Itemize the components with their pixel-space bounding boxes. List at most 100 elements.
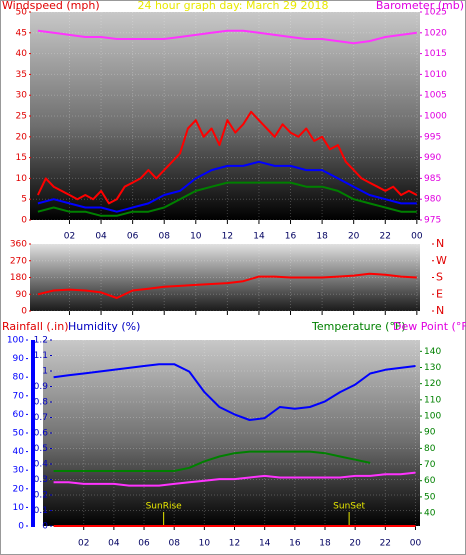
y-tick-label: 0.1 xyxy=(34,506,48,516)
axis-title: Humidity (%) xyxy=(68,320,140,333)
y2-tick-label: 100 xyxy=(424,412,441,422)
axis-title: Rainfall (.in) xyxy=(2,320,69,333)
series-line xyxy=(37,181,417,217)
x-tick-label: 02 xyxy=(78,539,89,549)
y2-tick-label: 70 xyxy=(424,460,436,470)
y2-tick-label: S xyxy=(436,271,443,284)
x-tick-label: 16 xyxy=(289,539,301,549)
y-tick-label: 0.3 xyxy=(34,475,48,485)
y2-tick-label: 1005 xyxy=(424,91,447,101)
y2-tick-label: 1010 xyxy=(424,70,447,80)
y-tick-label: 270 xyxy=(10,256,27,266)
series-line xyxy=(36,110,418,205)
x-tick-label: 08 xyxy=(158,232,170,242)
y-tick-label: 0.2 xyxy=(34,491,48,501)
y2-tick-label: 1000 xyxy=(424,112,447,122)
axis-title: 24 hour graph day: March 29 2018 xyxy=(137,0,328,12)
y3-tick-label: 70 xyxy=(13,391,25,401)
y3-tick-label: 0 xyxy=(18,522,24,532)
y2-tick-label: 130 xyxy=(424,363,441,373)
y3-tick-label: 20 xyxy=(13,484,25,494)
y-tick-label: 25 xyxy=(16,112,27,122)
y3-tick-label: 90 xyxy=(13,354,25,364)
y-tick-label: 0.5 xyxy=(34,444,48,454)
y-tick-label: 180 xyxy=(10,273,27,283)
series-line xyxy=(37,29,417,45)
humidity-axis-bar xyxy=(31,340,35,527)
x-tick-label: 08 xyxy=(168,539,180,549)
y2-tick-label: 980 xyxy=(424,195,441,205)
x-tick-label: 10 xyxy=(199,539,211,549)
y-tick-label: 10 xyxy=(16,174,28,184)
y3-tick-label: 60 xyxy=(13,410,25,420)
y3-tick-label: 100 xyxy=(7,336,24,346)
y-tick-label: 5 xyxy=(21,195,27,205)
y3-tick-label: 30 xyxy=(13,466,25,476)
x-tick-label: 14 xyxy=(253,232,265,242)
y-tick-label: 1 xyxy=(42,367,48,377)
y3-tick-label: 40 xyxy=(13,447,25,457)
x-tick-label: 02 xyxy=(64,232,75,242)
plot-area xyxy=(30,244,420,311)
y2-tick-label: 120 xyxy=(424,379,441,389)
x-tick-label: 14 xyxy=(259,539,271,549)
x-tick-label: 16 xyxy=(285,232,297,242)
y-tick-label: 15 xyxy=(16,153,27,163)
x-tick-label: 18 xyxy=(316,232,328,242)
y-tick-label: 90 xyxy=(16,290,28,300)
x-tick-label: 00 xyxy=(410,539,422,549)
x-tick-label: 10 xyxy=(190,232,202,242)
x-tick-label: 18 xyxy=(319,539,331,549)
y2-tick-label: 110 xyxy=(424,395,441,405)
y-tick-label: 0.6 xyxy=(34,429,49,439)
y2-tick-label: E xyxy=(436,287,443,300)
axis-title: Windspeed (mph) xyxy=(2,0,100,12)
y-tick-label: 40 xyxy=(16,49,28,59)
y2-tick-label: 975 xyxy=(424,216,441,226)
x-tick-label: 06 xyxy=(138,539,150,549)
y2-tick-label: 1020 xyxy=(424,28,447,38)
y2-tick-label: 990 xyxy=(424,153,441,163)
y2-tick-label: 1015 xyxy=(424,49,447,59)
x-tick-label: 12 xyxy=(222,232,233,242)
x-tick-label: 12 xyxy=(229,539,240,549)
x-tick-label: 20 xyxy=(348,232,360,242)
y2-tick-label: 50 xyxy=(424,492,436,502)
y-tick-label: 0.4 xyxy=(34,460,49,470)
y2-tick-label: 1025 xyxy=(424,8,447,18)
y-tick-label: 0.8 xyxy=(34,398,49,408)
y2-tick-label: 40 xyxy=(424,509,436,519)
y2-tick-label: 985 xyxy=(424,174,441,184)
y-tick-label: 0.7 xyxy=(34,413,48,423)
y2-tick-label: 995 xyxy=(424,132,441,142)
annotation: SunRise xyxy=(146,502,183,512)
annotation: SunSet xyxy=(333,502,365,512)
series-line xyxy=(37,160,417,213)
axis-title: Barometer (mb) xyxy=(376,0,464,12)
series-line xyxy=(37,272,417,299)
y-tick-label: 0 xyxy=(42,522,48,532)
y3-tick-label: 80 xyxy=(13,373,25,383)
plot-area xyxy=(43,340,420,526)
axis-title: Temperature (°F) xyxy=(311,320,406,333)
x-tick-label: 00 xyxy=(411,232,423,242)
axis-title: Dew Point (°F) xyxy=(393,320,466,333)
y-tick-label: 50 xyxy=(16,8,28,18)
y2-tick-label: N xyxy=(436,304,444,317)
y2-tick-label: 60 xyxy=(424,476,436,486)
y-tick-label: 360 xyxy=(10,240,27,250)
y-tick-label: 30 xyxy=(16,91,28,101)
y2-tick-label: 90 xyxy=(424,428,436,438)
series-line xyxy=(53,450,371,472)
series-line xyxy=(53,363,416,421)
y2-tick-label: 140 xyxy=(424,347,441,357)
series-line xyxy=(53,471,416,487)
x-tick-label: 20 xyxy=(349,539,361,549)
x-tick-label: 04 xyxy=(95,232,107,242)
y-tick-label: 1.1 xyxy=(34,351,48,361)
y2-tick-label: N xyxy=(436,237,444,250)
plot-area xyxy=(30,12,420,220)
y-tick-label: 1.2 xyxy=(34,336,48,346)
x-tick-label: 22 xyxy=(380,539,391,549)
